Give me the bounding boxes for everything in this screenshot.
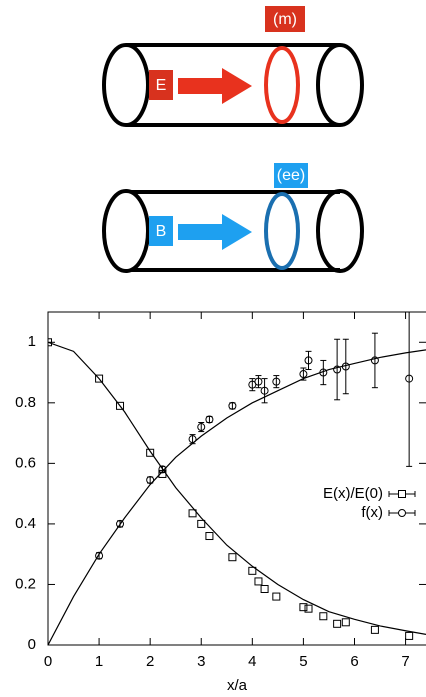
y-tick-label: 0.8 (15, 394, 36, 411)
x-tick-label: 0 (44, 653, 52, 670)
label-box (149, 70, 173, 100)
field-label: E (156, 77, 167, 94)
point (95, 374, 104, 383)
point (272, 377, 281, 386)
tag: (m) (273, 11, 297, 28)
y-tick-label: 0.4 (15, 515, 36, 532)
y-tick-label: 0.2 (15, 575, 36, 592)
point (341, 618, 350, 627)
point (304, 604, 313, 613)
fit-curve (48, 349, 426, 645)
x-tick-label: 2 (146, 653, 154, 670)
point (260, 386, 269, 395)
plot-frame (47, 311, 426, 646)
point (228, 401, 237, 410)
point (299, 603, 308, 612)
point (260, 584, 269, 593)
x-axis-label: x/a (227, 677, 248, 694)
y-tick-label: 0.6 (15, 454, 36, 471)
point (304, 356, 313, 365)
point (333, 365, 342, 374)
point (248, 380, 257, 389)
x-tick-label: 1 (95, 653, 103, 670)
point (333, 619, 342, 628)
arrow (178, 68, 252, 104)
legend-label: f(x) (361, 504, 383, 521)
x-tick-label: 3 (197, 653, 205, 670)
x-tick-label: 5 (299, 653, 307, 670)
point (272, 592, 281, 601)
legend-label: E(x)/E(0) (323, 485, 383, 502)
point (254, 377, 263, 386)
point (341, 362, 350, 371)
point (188, 509, 197, 518)
point (248, 566, 257, 575)
tag: (ee) (277, 167, 305, 184)
point (146, 476, 155, 485)
field-label: B (156, 223, 167, 240)
point (398, 490, 406, 498)
point (116, 401, 125, 410)
point (370, 356, 379, 365)
point (398, 509, 406, 517)
fit-curve (48, 341, 426, 635)
point (95, 551, 104, 560)
point (116, 519, 125, 528)
point (197, 519, 206, 528)
point (48, 338, 52, 347)
cylinder-b (102, 189, 364, 273)
plot-area (48, 312, 426, 645)
tag-box (265, 6, 305, 32)
arrow (178, 214, 252, 250)
point (254, 577, 263, 586)
x-tick-label: 6 (350, 653, 358, 670)
point (370, 625, 379, 634)
point (146, 448, 155, 457)
x-tick-label: 7 (401, 653, 409, 670)
cylinder-e (102, 43, 364, 127)
x-tick-label: 4 (248, 653, 256, 670)
point (188, 435, 197, 444)
point (205, 415, 214, 424)
point (299, 370, 308, 379)
point (158, 465, 167, 474)
label-box (149, 216, 173, 246)
point (205, 532, 214, 541)
y-tick-label: 1 (28, 333, 36, 350)
point (197, 423, 206, 432)
point (405, 374, 414, 383)
y-tick-label: 0 (28, 636, 36, 653)
point (319, 368, 328, 377)
point (405, 631, 414, 640)
tag-box (274, 163, 308, 188)
point (228, 553, 237, 562)
point (319, 612, 328, 621)
